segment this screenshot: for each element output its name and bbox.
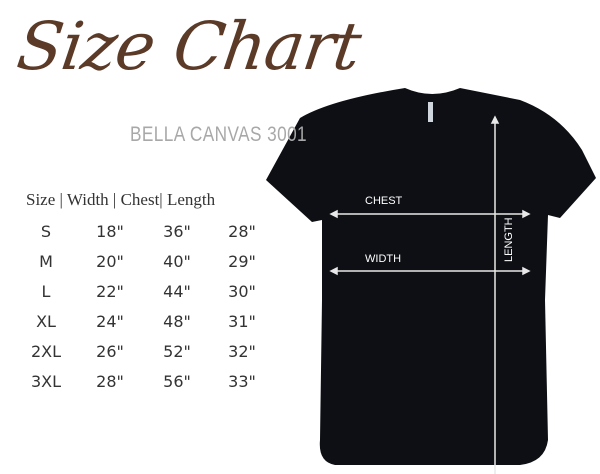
cell-length: 30": [228, 282, 256, 301]
cell-size: M: [39, 252, 53, 271]
cell-width: 26": [96, 342, 124, 361]
cell-size: 2XL: [30, 342, 62, 361]
length-label: LENGTH: [503, 217, 515, 262]
subtitle: BELLA CANVAS 3001: [130, 123, 308, 146]
tshirt-shape: [266, 88, 596, 465]
cell-length: 32": [228, 342, 256, 361]
table-row: 3XL 28" 56" 33": [0, 372, 300, 400]
cell-length: 31": [228, 312, 256, 331]
cell-size: 3XL: [30, 372, 62, 391]
cell-chest: 52": [163, 342, 191, 361]
table-row: 2XL 26" 52" 32": [0, 342, 300, 370]
table-header: Size | Width | Chest| Length: [26, 190, 216, 209]
cell-length: 28": [228, 222, 256, 241]
cell-length: 33": [228, 372, 256, 391]
neck-tag: [428, 102, 433, 122]
cell-size: L: [41, 282, 51, 301]
cell-width: 18": [96, 222, 124, 241]
cell-size: XL: [36, 312, 56, 331]
cell-width: 22": [96, 282, 124, 301]
cell-chest: 48": [163, 312, 191, 331]
table-row: XL 24" 48" 31": [0, 312, 300, 340]
cell-length: 29": [228, 252, 256, 271]
table-row: M 20" 40" 29": [0, 252, 300, 280]
cell-width: 20": [96, 252, 124, 271]
cell-chest: 36": [163, 222, 191, 241]
chest-label: CHEST: [365, 195, 403, 207]
width-label: WIDTH: [365, 253, 401, 265]
page-title: Size Chart: [12, 8, 365, 85]
table-row: S 18" 36" 28": [0, 222, 300, 250]
table-row: L 22" 44" 30": [0, 282, 300, 310]
cell-chest: 44": [163, 282, 191, 301]
cell-size: S: [40, 222, 52, 241]
cell-width: 24": [96, 312, 124, 331]
cell-chest: 56": [163, 372, 191, 391]
cell-chest: 40": [163, 252, 191, 271]
cell-width: 28": [96, 372, 124, 391]
